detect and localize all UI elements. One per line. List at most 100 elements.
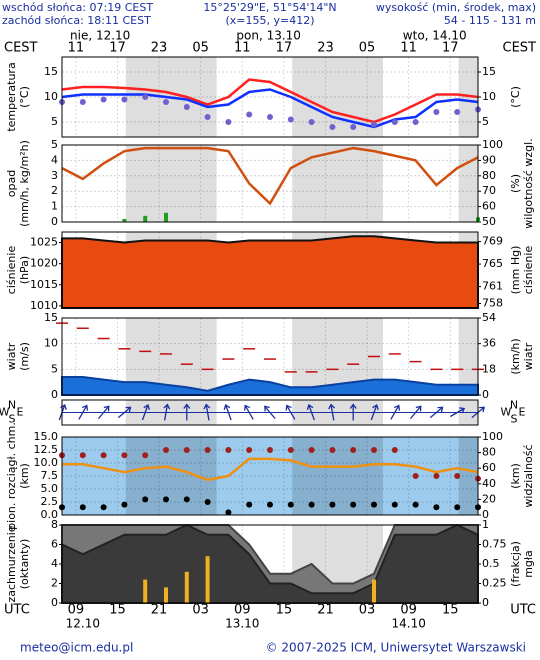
y-tick-label: 15.0 [34, 430, 59, 443]
y-tick-label: 10 [44, 337, 58, 350]
panel-frame [61, 56, 479, 138]
y2-tick-label: 80 [482, 169, 496, 182]
series-dot [267, 447, 273, 453]
y2-tick-label: 60 [482, 200, 496, 213]
y-tick-label: 1025 [30, 236, 58, 249]
y-tick-label: 1020 [30, 257, 58, 270]
cest-tick-label: 05 [359, 41, 376, 56]
top-date: nie, 12.10 [70, 29, 130, 43]
arrow-head [81, 404, 89, 411]
top-date: pon, 13.10 [236, 29, 301, 43]
series-dot [204, 499, 211, 505]
series-dot [100, 504, 107, 511]
series-dot [391, 447, 398, 453]
y-tick-label: 8 [51, 518, 58, 531]
y-tick-label: 5 [51, 362, 58, 375]
night-shade [458, 437, 478, 515]
arrow-head [143, 403, 151, 410]
arrow-head [328, 403, 336, 410]
compass-letter: N [510, 399, 518, 412]
cest-tick-label: 23 [151, 41, 168, 56]
panel-frame [61, 317, 479, 396]
series-dot [391, 119, 398, 125]
compass-letter: S [9, 413, 16, 426]
y-axis-label: temperatura [5, 62, 18, 131]
y2-tick-label: 0.25 [482, 577, 507, 590]
compass-letter: S [511, 413, 518, 426]
series-dot [267, 114, 273, 120]
series-dot [246, 111, 253, 118]
series-dot [204, 114, 211, 120]
y2-axis-label: (%) [509, 174, 522, 193]
panel-background [62, 57, 478, 137]
cest-tick-label: 05 [192, 41, 209, 56]
y2-tick-label: 40 [482, 477, 496, 490]
series-dot [308, 119, 315, 125]
y2-tick-label: 36 [482, 337, 496, 350]
y2-axis-label: (km/h) [509, 338, 522, 374]
utc-tick-label: 21 [151, 603, 168, 618]
series-dot [308, 501, 315, 508]
series-dot [163, 496, 169, 503]
y2-tick-label: 20 [482, 492, 496, 505]
utc-tick-label: 09 [400, 603, 417, 618]
cest-tick-label: 11 [400, 41, 417, 56]
arrow-head [243, 404, 251, 411]
y-axis-label: opad [5, 170, 18, 197]
top-unit: CEST [503, 41, 537, 56]
y-axis-label: (m/s) [18, 342, 31, 371]
series-bar [143, 579, 148, 603]
y-tick-label: 0 [51, 388, 58, 401]
y-tick-label: 1015 [30, 278, 58, 291]
y-tick-label: 2 [51, 184, 58, 197]
footer-email: meteo@icm.edu.pl [20, 641, 133, 655]
y-axis-label: pion. rozciągł. chm. [5, 422, 18, 530]
series-bar [164, 587, 168, 603]
compass-letter: N [8, 399, 16, 412]
arrow-head [264, 405, 270, 412]
y2-axis-label: (mm Hg) [509, 246, 522, 295]
series-area [61, 235, 479, 309]
y2-axis-label: (°C) [509, 86, 522, 108]
y-axis-label: ciśnienie [5, 246, 18, 295]
panel-frame [61, 144, 479, 223]
y2-axis-label: wiatr [522, 342, 535, 370]
y2-tick-label: 10 [482, 90, 496, 103]
series-line [61, 78, 479, 124]
bottom-unit: UTC [4, 603, 30, 618]
y-tick-label: 5 [51, 138, 58, 151]
arrow-head [183, 403, 191, 409]
series-dot [142, 94, 149, 100]
series-dot [371, 447, 377, 453]
arrow-head [203, 403, 211, 410]
series-dot [163, 447, 169, 453]
series-dot [121, 452, 128, 459]
arrow-head [437, 406, 444, 413]
y2-tick-label: 50 [482, 215, 496, 228]
y-tick-label: 15 [44, 311, 58, 324]
y-tick-label: 1 [51, 200, 58, 213]
y-axis-label: (km) [18, 463, 31, 489]
series-dot [454, 504, 461, 511]
arrow-head [415, 405, 422, 412]
y2-axis-label: ciśnienie [522, 246, 535, 295]
y2-tick-label: 0 [482, 508, 489, 521]
series-dot [350, 501, 357, 508]
y2-tick-label: 0 [482, 388, 489, 401]
y-axis-label: wiatr [5, 342, 18, 370]
arrow-head [306, 403, 314, 410]
series-dot [183, 447, 190, 453]
series-dot [454, 473, 461, 479]
arrow-head [393, 404, 401, 411]
series-line [61, 88, 479, 129]
panel-background [62, 145, 478, 222]
series-area [61, 376, 479, 396]
bottom-date: 13.10 [225, 617, 259, 631]
series-dot [329, 124, 336, 130]
y-tick-label: 1010 [30, 299, 58, 312]
arrow-head [285, 404, 292, 411]
y2-tick-label: 70 [482, 184, 496, 197]
cest-tick-label: 17 [276, 41, 293, 56]
y-tick-label: 0 [51, 596, 58, 609]
